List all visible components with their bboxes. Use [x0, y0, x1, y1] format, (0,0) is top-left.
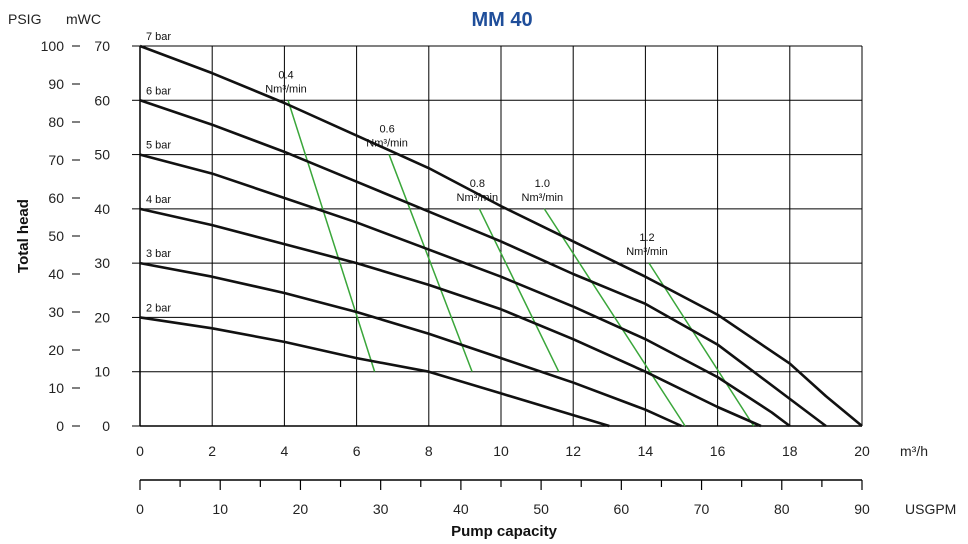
pressure-curve-6-bar [139, 99, 827, 428]
x2-tick-label: 20 [293, 501, 309, 517]
pressure-curve-3-bar [139, 261, 683, 428]
x-tick-label: 18 [782, 443, 798, 459]
x2-tick-label: 10 [212, 501, 228, 517]
x2-tick-label: 0 [136, 501, 144, 517]
x-tick-label: 0 [136, 443, 144, 459]
y2-unit-label: PSIG [8, 11, 41, 27]
pressure-label: 5 bar [146, 140, 171, 152]
air-line-0.6 [388, 154, 473, 372]
pressure-label: 6 bar [146, 85, 171, 97]
air-label-unit: Nm³/min [366, 138, 408, 150]
pressure-curve-7-bar [139, 44, 863, 428]
air-line-0.4 [287, 100, 376, 372]
x2-unit-label: USGPM [905, 501, 956, 517]
x2-tick-label: 50 [533, 501, 549, 517]
y2-tick-label: 70 [48, 152, 64, 168]
curve-labels: 0.4 Nm³/min 0.6 Nm³/min 0.8 Nm³/min 1.0 Nm³/min… [146, 31, 668, 314]
x-unit-label: m³/h [900, 443, 928, 459]
y-tick-label: 20 [94, 309, 110, 325]
y2-tick-label: 60 [48, 190, 64, 206]
x-tick-label: 2 [208, 443, 216, 459]
y-tick-label: 70 [94, 38, 110, 54]
y2-tick-label: 0 [56, 418, 64, 434]
y-tick-label: 50 [94, 147, 110, 163]
air-line-1.0 [543, 208, 686, 427]
y-unit-label: mWC [66, 11, 101, 27]
pressure-curve-5-bar [139, 153, 791, 428]
x-tick-label: 10 [493, 443, 509, 459]
pressure-label: 4 bar [146, 194, 171, 206]
y2-tick-label: 90 [48, 76, 64, 92]
x-tick-label: 8 [425, 443, 433, 459]
x2-tick-label: 80 [774, 501, 790, 517]
y2-tick-label: 20 [48, 342, 64, 358]
pressure-label: 2 bar [146, 302, 171, 314]
pressure-curve-4-bar [139, 207, 762, 428]
y-tick-label: 10 [94, 364, 110, 380]
y2-tick-label: 80 [48, 114, 64, 130]
air-label-unit: Nm³/min [457, 192, 499, 204]
y2-tick-label: 30 [48, 304, 64, 320]
pressure-label: 7 bar [146, 31, 171, 43]
x-tick-label: 14 [638, 443, 654, 459]
y-tick-label: 30 [94, 255, 110, 271]
air-label-value: 1.0 [535, 178, 550, 190]
y2-tick-label: 100 [41, 38, 65, 54]
y2-tick-label: 40 [48, 266, 64, 282]
x-tick-label: 6 [353, 443, 361, 459]
air-line-0.8 [478, 208, 560, 373]
air-label-value: 0.6 [379, 124, 394, 136]
y-axis-title: Total head [15, 199, 32, 273]
x-tick-label: 4 [281, 443, 289, 459]
y-tick-label: 40 [94, 201, 110, 217]
x-tick-label: 20 [854, 443, 870, 459]
y2-tick-label: 10 [48, 380, 64, 396]
pressure-label: 3 bar [146, 248, 171, 260]
grid [140, 45, 863, 426]
x2-tick-label: 60 [614, 501, 630, 517]
x-axis-title: Pump capacity [451, 523, 558, 540]
x2-tick-label: 30 [373, 501, 389, 517]
pressure-curves [139, 44, 863, 428]
y-tick-label: 0 [102, 418, 110, 434]
air-line-1.2 [648, 262, 755, 427]
y-tick-label: 60 [94, 92, 110, 108]
chart-title: MM 40 [471, 9, 532, 31]
x2-tick-label: 90 [854, 501, 870, 517]
air-label-unit: Nm³/min [265, 83, 307, 95]
x2-tick-label: 70 [694, 501, 710, 517]
pressure-curve-2-bar [139, 316, 610, 428]
air-label-value: 0.8 [470, 178, 485, 190]
air-consumption-lines [287, 100, 755, 427]
x-tick-label: 16 [710, 443, 726, 459]
x-tick-label: 12 [565, 443, 581, 459]
air-label-unit: Nm³/min [522, 192, 564, 204]
air-label-unit: Nm³/min [626, 246, 668, 258]
air-label-value: 1.2 [639, 232, 654, 244]
air-label-value: 0.4 [278, 69, 293, 81]
y2-tick-label: 50 [48, 228, 64, 244]
x2-tick-label: 40 [453, 501, 469, 517]
